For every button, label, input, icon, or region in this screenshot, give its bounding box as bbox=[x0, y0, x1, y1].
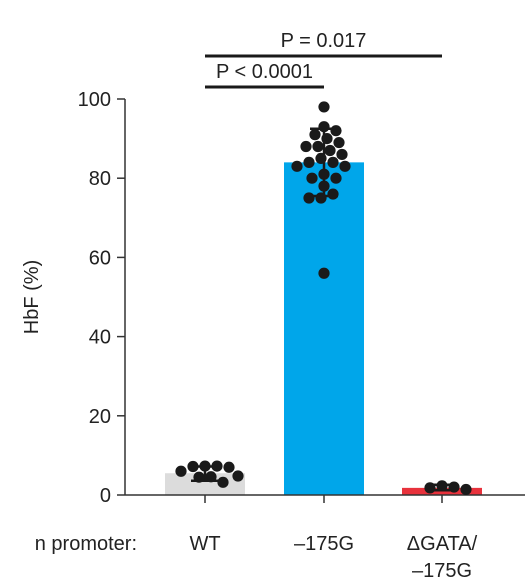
y-axis: 0 20 40 60 80 100 bbox=[78, 89, 525, 507]
point-1-7 bbox=[300, 140, 312, 153]
point-1-6 bbox=[312, 140, 324, 153]
point-0-6 bbox=[205, 471, 217, 483]
point-1-8 bbox=[324, 144, 336, 157]
point-0-2 bbox=[187, 460, 199, 473]
row-label: n promoter: bbox=[35, 533, 137, 555]
bar-1 bbox=[284, 162, 364, 496]
y-tick-label-20: 20 bbox=[89, 406, 111, 428]
significance-brackets: P < 0.0001 P = 0.017 bbox=[205, 30, 442, 89]
x-label-0-0: WT bbox=[189, 533, 220, 555]
point-0-5 bbox=[232, 470, 244, 482]
point-1-11 bbox=[327, 156, 339, 168]
point-1-13 bbox=[339, 160, 351, 172]
point-2-3 bbox=[460, 483, 472, 496]
point-1-16 bbox=[330, 172, 342, 184]
y-tick-label-0: 0 bbox=[100, 485, 111, 507]
point-1-3 bbox=[309, 129, 321, 141]
x-axis-labels: WT –175G ΔGATA/ –175G bbox=[189, 533, 477, 582]
y-tick-label-80: 80 bbox=[89, 168, 111, 190]
point-0-3 bbox=[223, 461, 235, 473]
point-0-1 bbox=[211, 460, 223, 472]
point-1-19 bbox=[327, 188, 339, 200]
point-0-0 bbox=[199, 460, 211, 472]
point-1-12 bbox=[303, 156, 315, 168]
y-axis-label: HbF (%) bbox=[21, 260, 43, 334]
point-1-1 bbox=[318, 121, 330, 133]
sig-label-1: P = 0.017 bbox=[281, 30, 367, 52]
point-1-5 bbox=[333, 136, 345, 149]
y-tick-label-40: 40 bbox=[89, 327, 111, 349]
y-tick-label-60: 60 bbox=[89, 247, 111, 269]
point-2-2 bbox=[424, 482, 436, 494]
point-1-10 bbox=[315, 152, 327, 164]
point-1-18 bbox=[318, 180, 330, 192]
point-1-15 bbox=[318, 168, 330, 180]
point-1-20 bbox=[315, 192, 327, 204]
point-1-2 bbox=[330, 125, 342, 137]
point-1-4 bbox=[321, 133, 333, 145]
y-tick-label-100: 100 bbox=[78, 89, 111, 111]
x-label-2-0: ΔGATA/ bbox=[407, 533, 478, 555]
x-label-1-0: –175G bbox=[294, 533, 354, 555]
point-1-0 bbox=[318, 101, 330, 113]
point-1-14 bbox=[291, 160, 303, 172]
point-1-22 bbox=[318, 267, 330, 279]
point-2-0 bbox=[436, 480, 448, 492]
bars bbox=[165, 162, 482, 496]
point-0-7 bbox=[193, 471, 205, 483]
data-points bbox=[175, 101, 472, 496]
point-0-4 bbox=[175, 465, 187, 477]
point-1-21 bbox=[303, 192, 315, 204]
point-1-9 bbox=[336, 148, 348, 161]
sig-label-0: P < 0.0001 bbox=[216, 61, 313, 83]
x-label-2-1: –175G bbox=[412, 560, 472, 582]
point-0-8 bbox=[217, 476, 229, 488]
point-1-17 bbox=[306, 172, 318, 184]
point-2-1 bbox=[448, 481, 460, 493]
